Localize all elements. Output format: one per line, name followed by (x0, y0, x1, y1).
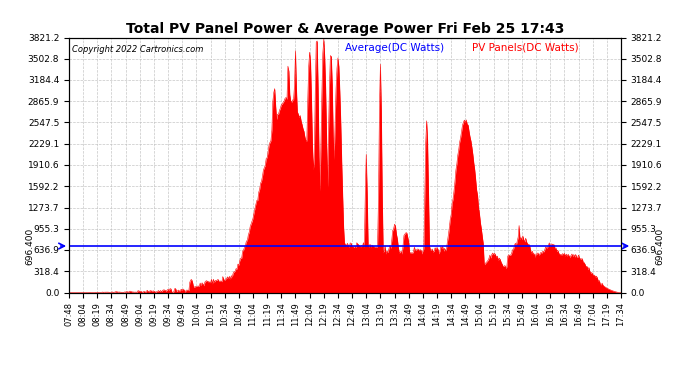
Text: 696.400: 696.400 (656, 227, 664, 265)
Title: Total PV Panel Power & Average Power Fri Feb 25 17:43: Total PV Panel Power & Average Power Fri… (126, 22, 564, 36)
Text: PV Panels(DC Watts): PV Panels(DC Watts) (472, 43, 579, 52)
Text: 696.400: 696.400 (26, 227, 34, 265)
Text: Average(DC Watts): Average(DC Watts) (345, 43, 444, 52)
Text: Copyright 2022 Cartronics.com: Copyright 2022 Cartronics.com (72, 45, 203, 54)
